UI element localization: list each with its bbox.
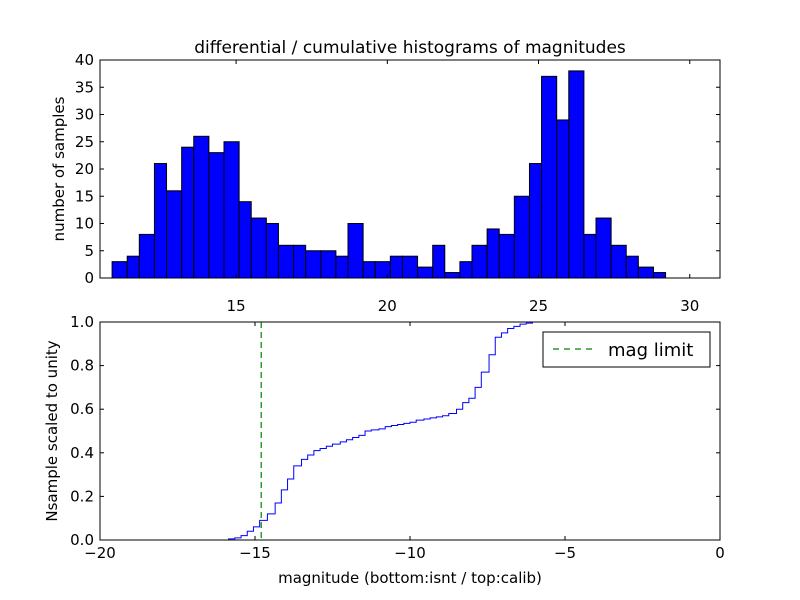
x-tick-label: 25 <box>529 297 548 315</box>
histogram-bar <box>138 233 155 279</box>
histogram-bar <box>583 233 597 279</box>
chart-title: differential / cumulative histograms of … <box>194 38 626 58</box>
histogram-bar <box>374 261 391 279</box>
histogram-bar <box>556 119 570 279</box>
histogram-bar <box>250 217 267 279</box>
y-tick-label: 20 <box>75 160 94 178</box>
histogram-bar <box>389 255 403 279</box>
histogram-bar <box>401 255 419 279</box>
y-tick-label: 30 <box>75 106 94 124</box>
histogram-bar <box>528 163 543 279</box>
bottom-cumulative-panel: 0.0 0.2 0.4 0.6 0.8 1.0 −20 −15 −10 −5 0 Nsample … <box>43 313 725 587</box>
y-tick-label: 5 <box>84 242 94 260</box>
x-tick-label: 30 <box>680 297 699 315</box>
histogram-bar <box>637 266 654 279</box>
y-tick-label: 25 <box>75 133 94 151</box>
bottom-y-ticks: 0.0 0.2 0.4 0.6 0.8 1.0 <box>70 313 720 549</box>
top-histogram-panel: differential / cumulative histograms of … <box>50 38 721 315</box>
histogram-bar <box>293 244 307 279</box>
histogram-bars <box>111 70 667 279</box>
x-tick-label: 20 <box>378 297 397 315</box>
y-tick-label: 0 <box>84 269 94 287</box>
bottom-x-ticks: −20 −15 −10 −5 0 <box>84 322 725 562</box>
histogram-bar <box>111 261 128 279</box>
x-tick-label: −10 <box>394 544 426 562</box>
histogram-bar <box>238 201 252 279</box>
y-tick-label: 40 <box>75 51 94 69</box>
histogram-bar <box>166 190 183 279</box>
y-tick-label: 15 <box>75 187 94 205</box>
histogram-bar <box>568 70 585 279</box>
top-y-axis-label: number of samples <box>50 96 68 241</box>
histogram-bar <box>541 75 558 279</box>
y-tick-label: 10 <box>75 215 94 233</box>
x-tick-label: 15 <box>227 297 246 315</box>
histogram-bar <box>277 244 295 279</box>
cumulative-step-line <box>100 321 721 541</box>
x-tick-label: −20 <box>84 544 116 562</box>
legend-label: mag limit <box>608 340 693 361</box>
histogram-bar <box>181 146 195 279</box>
histogram-bar <box>471 244 488 279</box>
histogram-bar <box>153 163 168 279</box>
histogram-bar <box>486 228 500 279</box>
histogram-bar <box>335 255 349 279</box>
histogram-bar <box>320 250 337 279</box>
histogram-bar <box>432 244 446 279</box>
x-tick-label: −5 <box>554 544 576 562</box>
y-tick-label: 0.6 <box>70 400 94 418</box>
y-tick-label: 0.8 <box>70 357 94 375</box>
bottom-x-axis-label: magnitude (bottom:isnt / top:calib) <box>278 569 542 587</box>
x-tick-label: 0 <box>715 544 725 562</box>
bottom-y-axis-label: Nsample scaled to unity <box>43 340 61 521</box>
histogram-bar <box>362 261 376 279</box>
top-x-ticks: 15 20 25 30 <box>227 60 699 315</box>
histogram-bar <box>444 272 461 279</box>
histogram-bar <box>305 250 322 279</box>
y-tick-label: 35 <box>75 78 94 96</box>
histogram-bar <box>625 255 639 279</box>
top-y-ticks: 0 5 10 15 20 25 30 35 40 <box>75 51 720 287</box>
legend: mag limit <box>542 331 711 368</box>
y-tick-label: 0.4 <box>70 444 94 462</box>
histogram-bar <box>417 266 434 279</box>
y-tick-label: 0.0 <box>70 531 94 549</box>
histogram-bar <box>223 141 240 279</box>
histogram-bar <box>347 223 364 279</box>
histogram-bar <box>459 261 473 279</box>
histogram-bar <box>265 223 279 279</box>
y-tick-label: 0.2 <box>70 487 94 505</box>
legend-box <box>542 331 711 368</box>
histogram-bar <box>610 244 627 279</box>
histogram-bar <box>193 135 210 279</box>
x-tick-label: −15 <box>239 544 271 562</box>
histogram-bar <box>498 233 515 279</box>
histogram-bar <box>513 195 530 279</box>
y-tick-label: 1.0 <box>70 313 94 331</box>
histogram-bar <box>652 272 667 279</box>
histogram-bar <box>595 217 612 279</box>
histogram-bar <box>126 255 140 279</box>
histogram-bar <box>208 152 225 279</box>
